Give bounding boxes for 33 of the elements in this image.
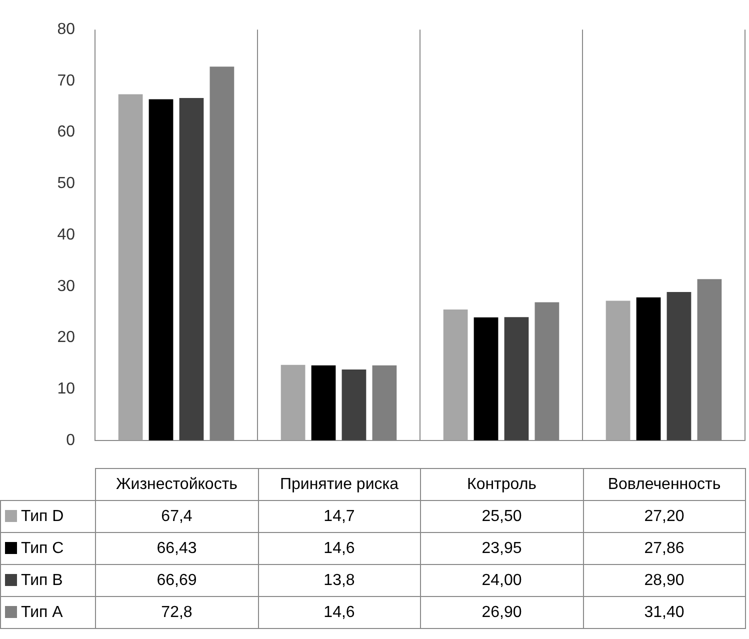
data-label: 14,7 xyxy=(258,500,420,532)
data-label: 23,95 xyxy=(420,532,583,564)
data-label: 26,90 xyxy=(420,596,583,628)
data-label: 28,90 xyxy=(583,564,746,596)
y-tick-label: 70 xyxy=(57,72,76,90)
y-tick-label: 0 xyxy=(66,432,76,449)
data-label: 72,8 xyxy=(96,596,258,628)
x-tick-label: Вовлеченность xyxy=(583,468,746,500)
y-tick-label: 80 xyxy=(57,21,76,38)
y-tick-label: 40 xyxy=(57,226,76,244)
y-tick-label: 30 xyxy=(57,278,76,295)
data-label: 25,50 xyxy=(420,500,583,532)
legend-label: Тип A xyxy=(0,596,96,628)
data-label: 27,86 xyxy=(583,532,746,564)
data-label: 67,4 xyxy=(96,500,258,532)
y-tick-label: 20 xyxy=(57,329,76,346)
y-tick-label: 50 xyxy=(57,175,76,192)
x-tick-label: Контроль xyxy=(420,468,583,500)
data-label: 13,8 xyxy=(258,564,420,596)
data-label: 66,43 xyxy=(96,532,258,564)
y-tick-label: 60 xyxy=(57,124,76,141)
legend-label: Тип B xyxy=(0,564,96,596)
data-label: 14,6 xyxy=(258,596,420,628)
data-label: 66,69 xyxy=(96,564,258,596)
data-label: 31,40 xyxy=(583,596,746,628)
data-label: 27,20 xyxy=(583,500,746,532)
x-tick-label: Жизнестойкость xyxy=(96,468,258,500)
data-label: 24,00 xyxy=(420,564,583,596)
legend-label: Тип C xyxy=(0,532,96,564)
data-label: 14,6 xyxy=(258,532,420,564)
legend-label: Тип D xyxy=(0,500,96,532)
x-tick-label: Принятие риска xyxy=(258,468,420,500)
y-tick-label: 10 xyxy=(57,380,76,398)
